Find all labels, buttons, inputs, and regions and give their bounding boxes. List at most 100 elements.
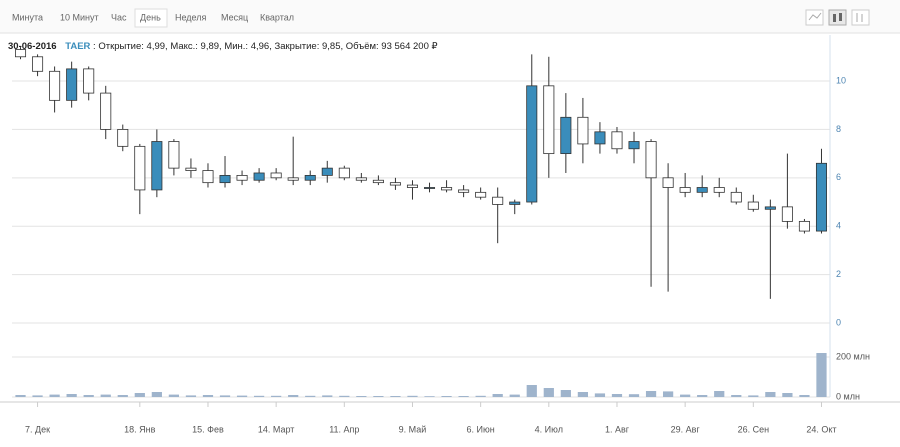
- header-ticker: TAER: [65, 41, 90, 52]
- volume-bar: [100, 394, 111, 397]
- line-view-button[interactable]: [805, 9, 824, 26]
- header-line: 30-06-2016 TAER : Открытие: 4,99, Макс.:…: [8, 41, 438, 52]
- active-tab-box: [134, 8, 168, 28]
- candle-body: [389, 182, 401, 186]
- volume-bar: [611, 394, 623, 397]
- volume-bar: [305, 395, 316, 397]
- tab[interactable]: Час: [111, 12, 127, 22]
- volume-bar: [66, 394, 77, 397]
- candle-body: [815, 162, 827, 232]
- volume-bar: [526, 385, 537, 397]
- bar-view-button[interactable]: [851, 9, 870, 26]
- candle-body: [338, 167, 350, 179]
- volume-bar: [202, 395, 214, 397]
- y2-tick-label: 200 млн: [836, 351, 870, 361]
- candle-body: [117, 129, 129, 147]
- candle-body: [202, 170, 214, 184]
- y-tick-label: 2: [836, 269, 841, 279]
- volume-bar: [134, 393, 145, 397]
- candle-body: [594, 131, 606, 145]
- candle-body: [253, 172, 265, 181]
- candle-body: [49, 70, 61, 101]
- x-tick-label: 14. Март: [258, 424, 295, 434]
- candle-body: [798, 220, 810, 232]
- x-tick-label: 18. Янв: [124, 424, 155, 434]
- volume-bar: [799, 395, 810, 397]
- candle-body: [577, 116, 589, 145]
- volume-bar: [475, 395, 486, 397]
- tab[interactable]: Месяц: [221, 12, 248, 22]
- candle-body: [543, 85, 555, 155]
- candle-body: [696, 187, 708, 193]
- tab[interactable]: Квартал: [260, 12, 294, 22]
- volume-bar: [83, 395, 94, 397]
- candle-body: [406, 184, 418, 188]
- candle-body: [287, 177, 299, 181]
- candle-body: [458, 189, 470, 193]
- y-tick-label: 8: [836, 124, 841, 134]
- x-tick-label: 24. Окт: [806, 424, 836, 434]
- tab[interactable]: Неделя: [175, 12, 207, 22]
- volume-bar: [219, 395, 231, 397]
- candle-body: [475, 191, 487, 198]
- volume-bar: [151, 392, 162, 397]
- volume-bar: [32, 395, 43, 397]
- line-icon: [808, 12, 822, 21]
- volume-bar: [185, 395, 197, 397]
- volume-bar: [441, 396, 452, 397]
- tab[interactable]: День: [140, 12, 161, 22]
- candle-body: [747, 201, 759, 210]
- volume-bar: [816, 353, 827, 397]
- candle-body: [151, 141, 163, 191]
- volume-bar: [117, 395, 128, 397]
- volume-bar: [543, 388, 554, 397]
- volume-bar: [731, 395, 742, 397]
- x-tick-label: 4. Июл: [535, 424, 563, 434]
- volume-bar: [748, 395, 759, 397]
- tab[interactable]: 10 Минут: [60, 12, 99, 22]
- candle-body: [662, 177, 674, 188]
- candle-body: [355, 177, 367, 181]
- tab[interactable]: Минута: [12, 12, 43, 22]
- x-tick-label: 26. Сен: [738, 424, 770, 434]
- candle-body: [764, 206, 776, 210]
- candle-body: [219, 174, 231, 184]
- volume-bar: [628, 394, 640, 397]
- volume-bar: [288, 395, 299, 397]
- volume-bar: [492, 394, 503, 397]
- volume-bar: [645, 391, 657, 397]
- x-tick-label: 1. Авг: [605, 424, 630, 434]
- volume-bar: [236, 395, 248, 397]
- candle-body: [730, 191, 742, 203]
- volume-bar: [680, 394, 691, 397]
- candle-body: [168, 141, 180, 169]
- candle-body: [781, 206, 793, 222]
- header-details: : Открытие: 4,99, Макс.: 9,89, Мин.: 4,9…: [93, 41, 438, 52]
- x-tick-label: 15. Фев: [192, 424, 224, 434]
- volume-bar: [697, 395, 708, 397]
- volume-bar: [356, 396, 367, 397]
- candle-body: [441, 187, 453, 191]
- candle-body: [32, 56, 44, 72]
- candle-body: [628, 141, 640, 150]
- candle-body: [679, 187, 691, 193]
- candle-body: [15, 49, 27, 58]
- candle-body: [560, 116, 572, 155]
- volume-bar: [458, 396, 469, 397]
- candle-icon: [833, 14, 836, 22]
- candle-body: [66, 68, 78, 101]
- candle-view-button[interactable]: [828, 9, 847, 26]
- volume-bar: [782, 393, 793, 397]
- candle-body: [134, 145, 146, 191]
- candle-body: [526, 85, 538, 203]
- view-switch[interactable]: [805, 9, 870, 26]
- volume-bar: [339, 395, 350, 397]
- y-tick-label: 6: [836, 172, 841, 182]
- x-tick-label: 6. Июн: [467, 424, 495, 434]
- volume-bar: [765, 392, 776, 397]
- volume-bar: [594, 393, 606, 397]
- candle-body: [611, 131, 623, 150]
- header-date: 30-06-2016: [8, 41, 57, 52]
- candle-body: [236, 174, 248, 181]
